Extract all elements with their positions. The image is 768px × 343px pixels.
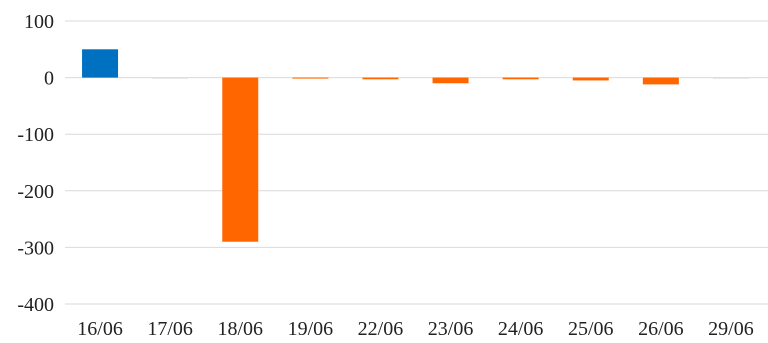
- x-tick-label: 24/06: [498, 318, 544, 340]
- y-axis-tick-labels: 100 0 -100 -200 -300 -400: [17, 11, 54, 316]
- y-tick-label: -100: [17, 124, 54, 146]
- y-tick-label: -400: [17, 294, 54, 316]
- bar-25-06: [572, 77, 609, 81]
- bar-23-06: [432, 77, 469, 84]
- bars: [82, 49, 749, 242]
- y-tick-label: -200: [17, 181, 54, 203]
- x-tick-label: 19/06: [288, 318, 334, 340]
- bar-18-06: [222, 77, 259, 242]
- bar-24-06: [502, 77, 539, 80]
- bar-19-06: [292, 77, 329, 79]
- x-tick-label: 29/06: [708, 318, 754, 340]
- x-tick-label: 23/06: [428, 318, 474, 340]
- y-tick-label: -300: [17, 237, 54, 259]
- x-axis-tick-labels: 16/06 17/06 18/06 19/06 22/06 23/06 24/06 25/06…: [77, 318, 753, 340]
- bar-16-06: [82, 49, 119, 78]
- gridlines: [65, 20, 768, 305]
- x-tick-label: 17/06: [147, 318, 193, 340]
- x-tick-label: 26/06: [638, 318, 684, 340]
- bar-29-06: [712, 77, 749, 79]
- y-tick-label: 0: [44, 68, 54, 90]
- bar-22-06: [362, 77, 399, 80]
- bar-26-06: [642, 77, 679, 85]
- y-tick-label: 100: [24, 11, 54, 33]
- x-tick-label: 22/06: [358, 318, 404, 340]
- x-tick-label: 16/06: [77, 318, 123, 340]
- x-tick-label: 25/06: [568, 318, 614, 340]
- bar-17-06: [152, 77, 189, 79]
- x-tick-label: 18/06: [217, 318, 263, 340]
